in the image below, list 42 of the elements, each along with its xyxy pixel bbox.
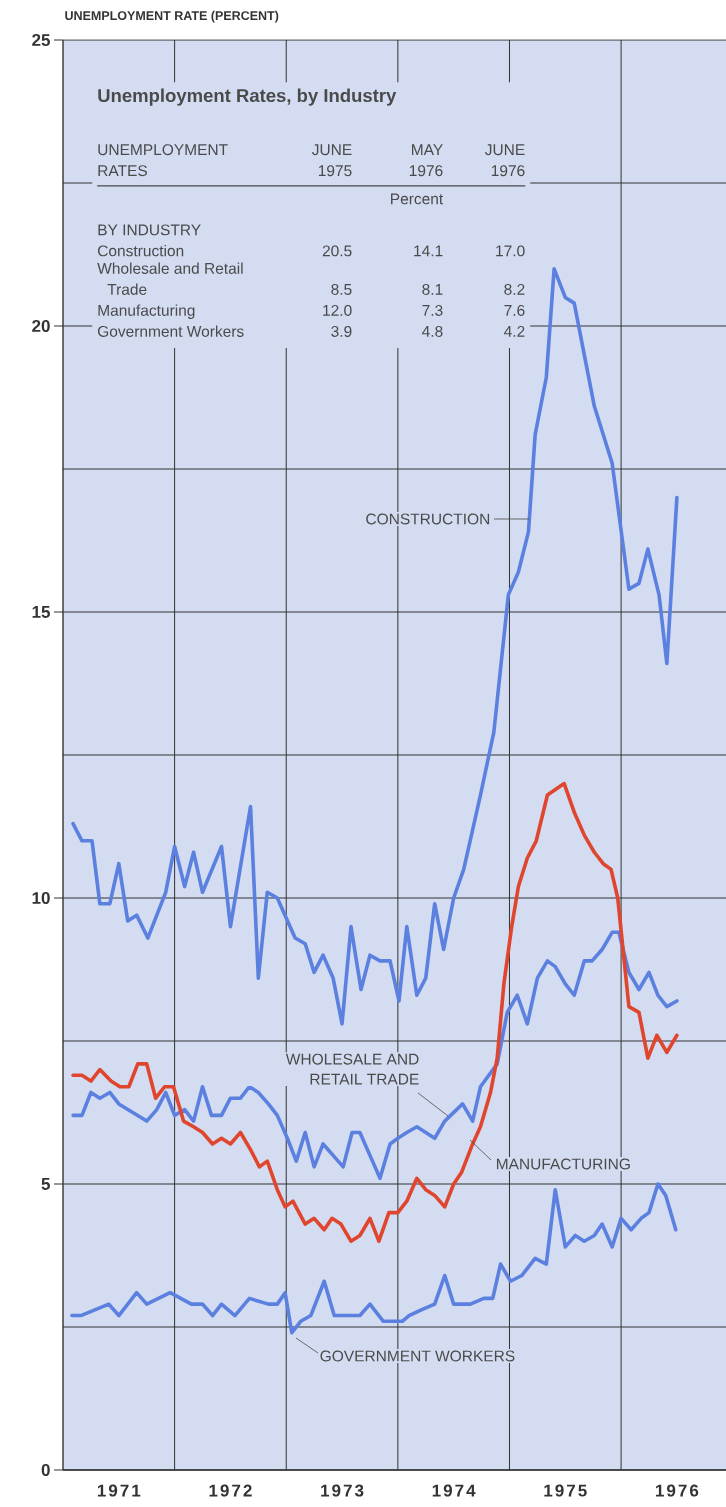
annotation: 20.5 — [322, 245, 352, 257]
annotation: Wholesale and Retail Trade — [97, 262, 243, 295]
annotation: Construction — [97, 244, 184, 257]
annotation: Percent — [391, 193, 444, 205]
text: CONSTRUCTION — [366, 513, 490, 525]
x-tick-label: 1972 — [209, 1484, 252, 1497]
y-tick-label: 10 — [32, 891, 50, 905]
text: Unemployment Rates, by Industry — [98, 88, 397, 106]
y-tick-label: 25 — [32, 33, 50, 47]
annotation: JUNE 1976 — [484, 144, 525, 177]
text: GOVERNMENT WORKERS — [320, 1350, 515, 1362]
annotation: 8.2 — [504, 283, 525, 295]
y-tick-label: 0 — [41, 1463, 50, 1477]
annotation: Manufacturing — [98, 304, 195, 319]
annotation: Government Workers — [97, 325, 244, 337]
x-tick-label: 1974 — [432, 1484, 476, 1497]
series-label: MANUFACTURING — [496, 1158, 630, 1170]
line-series — [71, 781, 679, 1243]
annotation: 17.0 — [496, 245, 525, 257]
annotation: 8.1 — [422, 283, 443, 295]
annotation: MAY 1976 — [409, 144, 443, 177]
y-tick-label: 5 — [41, 1178, 50, 1190]
x-tick-label: 1971 — [97, 1484, 141, 1497]
x-tick-label: 1976 — [656, 1484, 699, 1497]
annotation: 14.1 — [414, 245, 443, 257]
annotation: 7.3 — [422, 304, 443, 316]
line-series — [71, 930, 679, 1181]
x-tick-label: 1973 — [321, 1484, 364, 1497]
annotation: 4.8 — [422, 325, 443, 337]
series-label: WHOLESALE AND RETAIL TRADE — [285, 1053, 419, 1085]
annotation: 4.2 — [504, 325, 525, 337]
annotation: BY INDUSTRY — [98, 224, 201, 236]
y-tick-label: 15 — [32, 606, 50, 618]
annotation: 8.5 — [331, 283, 352, 295]
y-axis-title: UNEMPLOYMENT RATE (PERCENT) — [65, 10, 279, 23]
y-tick-label: 20 — [32, 319, 50, 333]
annotation: JUNE 1975 — [311, 144, 352, 177]
x-tick-label: 1975 — [544, 1484, 587, 1497]
annotation: 12.0 — [323, 304, 352, 316]
annotation: 3.9 — [331, 325, 352, 337]
annotation: UNEMPLOYMENT RATES — [98, 144, 228, 177]
annotation: 7.6 — [504, 304, 525, 316]
